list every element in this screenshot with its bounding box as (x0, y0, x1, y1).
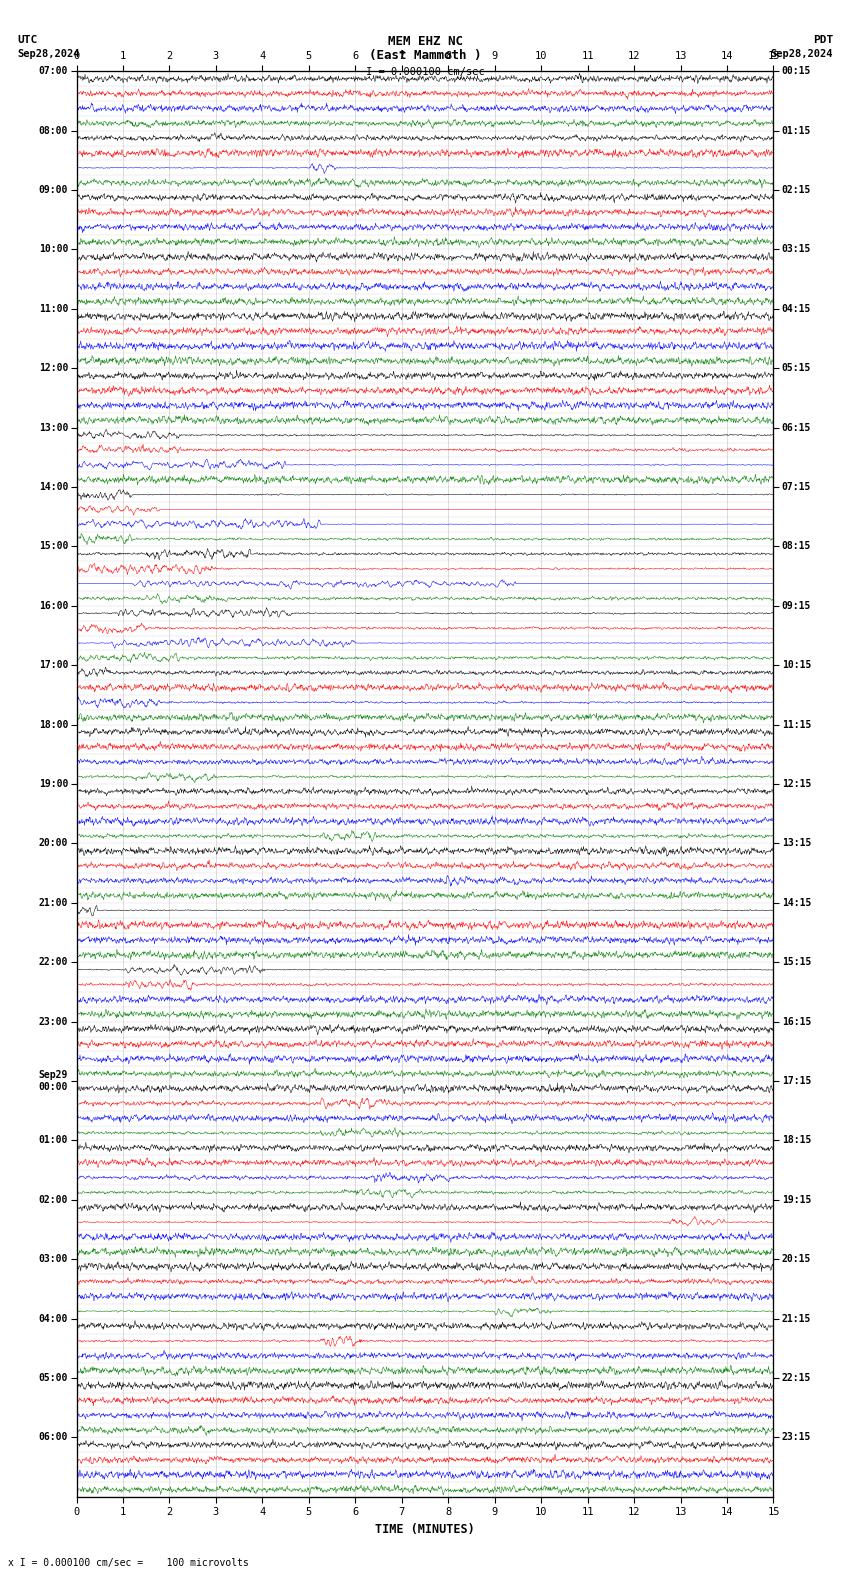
Text: x I = 0.000100 cm/sec =    100 microvolts: x I = 0.000100 cm/sec = 100 microvolts (8, 1559, 249, 1568)
Text: PDT: PDT (813, 35, 833, 44)
X-axis label: TIME (MINUTES): TIME (MINUTES) (375, 1522, 475, 1536)
Text: Sep28,2024: Sep28,2024 (770, 49, 833, 59)
Text: UTC: UTC (17, 35, 37, 44)
Text: (East Mammoth ): (East Mammoth ) (369, 49, 481, 62)
Text: Sep28,2024: Sep28,2024 (17, 49, 80, 59)
Text: I = 0.000100 cm/sec: I = 0.000100 cm/sec (366, 67, 484, 76)
Text: MEM EHZ NC: MEM EHZ NC (388, 35, 462, 48)
